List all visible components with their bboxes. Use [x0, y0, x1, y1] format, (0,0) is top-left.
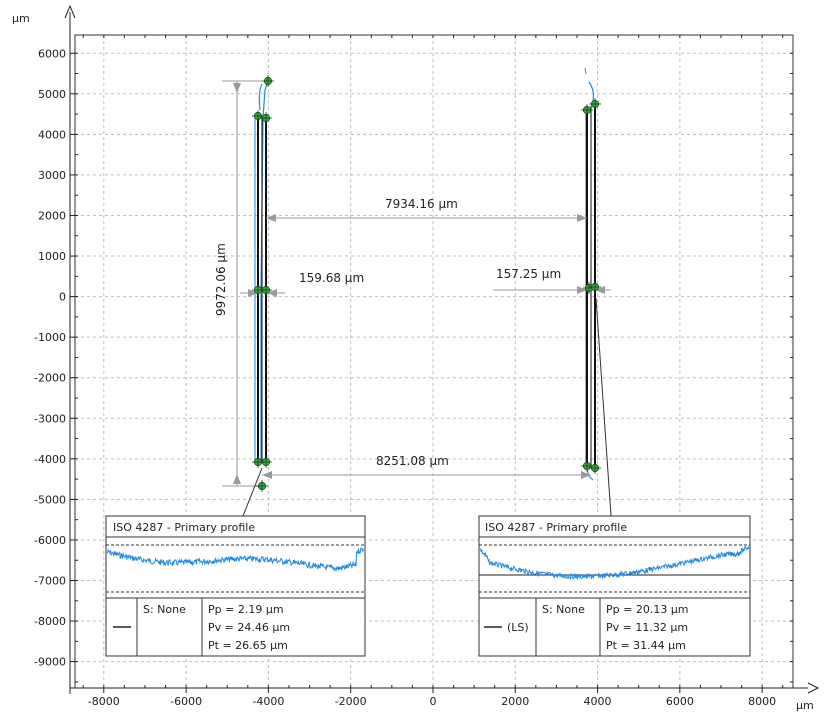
x-axis-unit: µm [796, 699, 814, 712]
measurement-point-icon [581, 104, 593, 116]
left-profile-box[interactable]: ISO 4287 - Primary profile S: None Pp = … [105, 515, 366, 657]
left-feature-tip [258, 83, 263, 111]
y-tick-label: -1000 [34, 331, 66, 344]
left-profile-pt: Pt = 26.65 µm [208, 639, 288, 652]
bottom-distance-arrow-right-icon [581, 471, 591, 479]
left-width-label: 159.68 µm [299, 271, 364, 285]
y-tick-label: -6000 [34, 534, 66, 547]
left-feature[interactable] [254, 80, 269, 463]
y-tick-label: -5000 [34, 493, 66, 506]
right-profile-frame [478, 515, 751, 657]
right-profile-pv: Pv = 11.32 µm [606, 621, 688, 634]
height-label: 9972.06 µm [214, 243, 228, 316]
x-tick-label: -8000 [88, 695, 120, 708]
x-tick-label: 0 [429, 695, 436, 708]
left-profile-frame [105, 515, 366, 657]
grid [75, 35, 793, 688]
bottom-distance-dimension[interactable]: 8251.08 µm [262, 454, 591, 479]
y-tick-label: -8000 [34, 615, 66, 628]
bottom-distance-arrow-left-icon [262, 471, 272, 479]
y-tick-label: -2000 [34, 372, 66, 385]
measurement-point-icon [581, 460, 593, 472]
right-profile-pp: Pp = 20.13 µm [606, 603, 689, 616]
right-width-arrow-right-icon [595, 286, 605, 294]
measurement-point-icon [260, 284, 272, 296]
measurement-point-icon [583, 282, 595, 294]
left-profile-filter: S: None [143, 603, 186, 616]
left-profile-curve [106, 547, 365, 572]
measurement-point-icon [589, 462, 601, 474]
y-axis-arrow-icon [64, 4, 76, 19]
top-distance-arrow-right-icon [577, 214, 587, 222]
measurement-point-icon [260, 112, 272, 124]
top-distance-arrow-left-icon [266, 214, 276, 222]
right-profile-box[interactable]: ISO 4287 - Primary profile (LS) S: None … [478, 515, 751, 657]
left-profile-pp: Pp = 2.19 µm [208, 603, 284, 616]
x-tick-label: 4000 [584, 695, 612, 708]
top-distance-dimension[interactable]: 7934.16 µm [266, 197, 587, 222]
y-tick-label: -7000 [34, 575, 66, 588]
y-tick-label: -3000 [34, 412, 66, 425]
x-tick-label: -2000 [335, 695, 367, 708]
y-tick-label: -4000 [34, 453, 66, 466]
bottom-distance-label: 8251.08 µm [376, 454, 449, 468]
y-tick-label: 0 [59, 291, 66, 304]
left-width-dimension[interactable]: 159.68 µm [240, 271, 364, 297]
right-profile-legend: (LS) [507, 621, 529, 634]
y-tick-label: 3000 [38, 169, 66, 182]
right-width-arrow-left-icon [577, 286, 587, 294]
x-tick-labels: -8000 -6000 -4000 -2000 0 2000 4000 6000 8000 [88, 695, 776, 708]
left-profile-pv: Pv = 24.46 µm [208, 621, 290, 634]
x-tick-label: 2000 [501, 695, 529, 708]
y-tick-label: 4000 [38, 128, 66, 141]
right-leader-line [595, 297, 612, 517]
top-distance-label: 7934.16 µm [385, 197, 458, 211]
height-arrow-top-icon [233, 83, 241, 93]
y-tick-label: -9000 [34, 656, 66, 669]
right-profile-filter: S: None [542, 603, 585, 616]
x-tick-label: 6000 [666, 695, 694, 708]
measurement-point-icon [589, 281, 601, 293]
height-arrow-bottom-icon [233, 474, 241, 484]
measurement-point-icon [252, 110, 264, 122]
measurement-points [252, 75, 601, 492]
right-feature-spark [584, 67, 587, 75]
x-tick-label: -6000 [170, 695, 202, 708]
x-tick-label: 8000 [748, 695, 776, 708]
left-width-arrow-left-icon [248, 289, 258, 297]
left-width-arrow-right-icon [267, 289, 277, 297]
x-tick-label: -4000 [252, 695, 284, 708]
measurement-point-icon [589, 98, 601, 110]
left-leader-line [242, 467, 263, 517]
right-width-label: 157.25 µm [496, 267, 561, 281]
y-tick-label: 6000 [38, 47, 66, 60]
right-profile-title: ISO 4287 - Primary profile [485, 521, 627, 534]
measurement-point-icon [256, 480, 268, 492]
y-tick-label: 5000 [38, 88, 66, 101]
left-profile-title: ISO 4287 - Primary profile [113, 521, 255, 534]
right-profile-curve [479, 544, 750, 581]
y-tick-labels: 6000 5000 4000 3000 2000 1000 0 -1000 -2000 -3000… [34, 47, 66, 668]
measurement-point-icon [262, 75, 274, 87]
right-profile-pt: Pt = 31.44 µm [606, 639, 686, 652]
x-axis-arrow-icon [807, 682, 820, 694]
measurement-point-icon [260, 456, 272, 468]
y-tick-label: 2000 [38, 209, 66, 222]
y-tick-label: 1000 [38, 250, 66, 263]
y-axis-unit: µm [12, 12, 30, 25]
